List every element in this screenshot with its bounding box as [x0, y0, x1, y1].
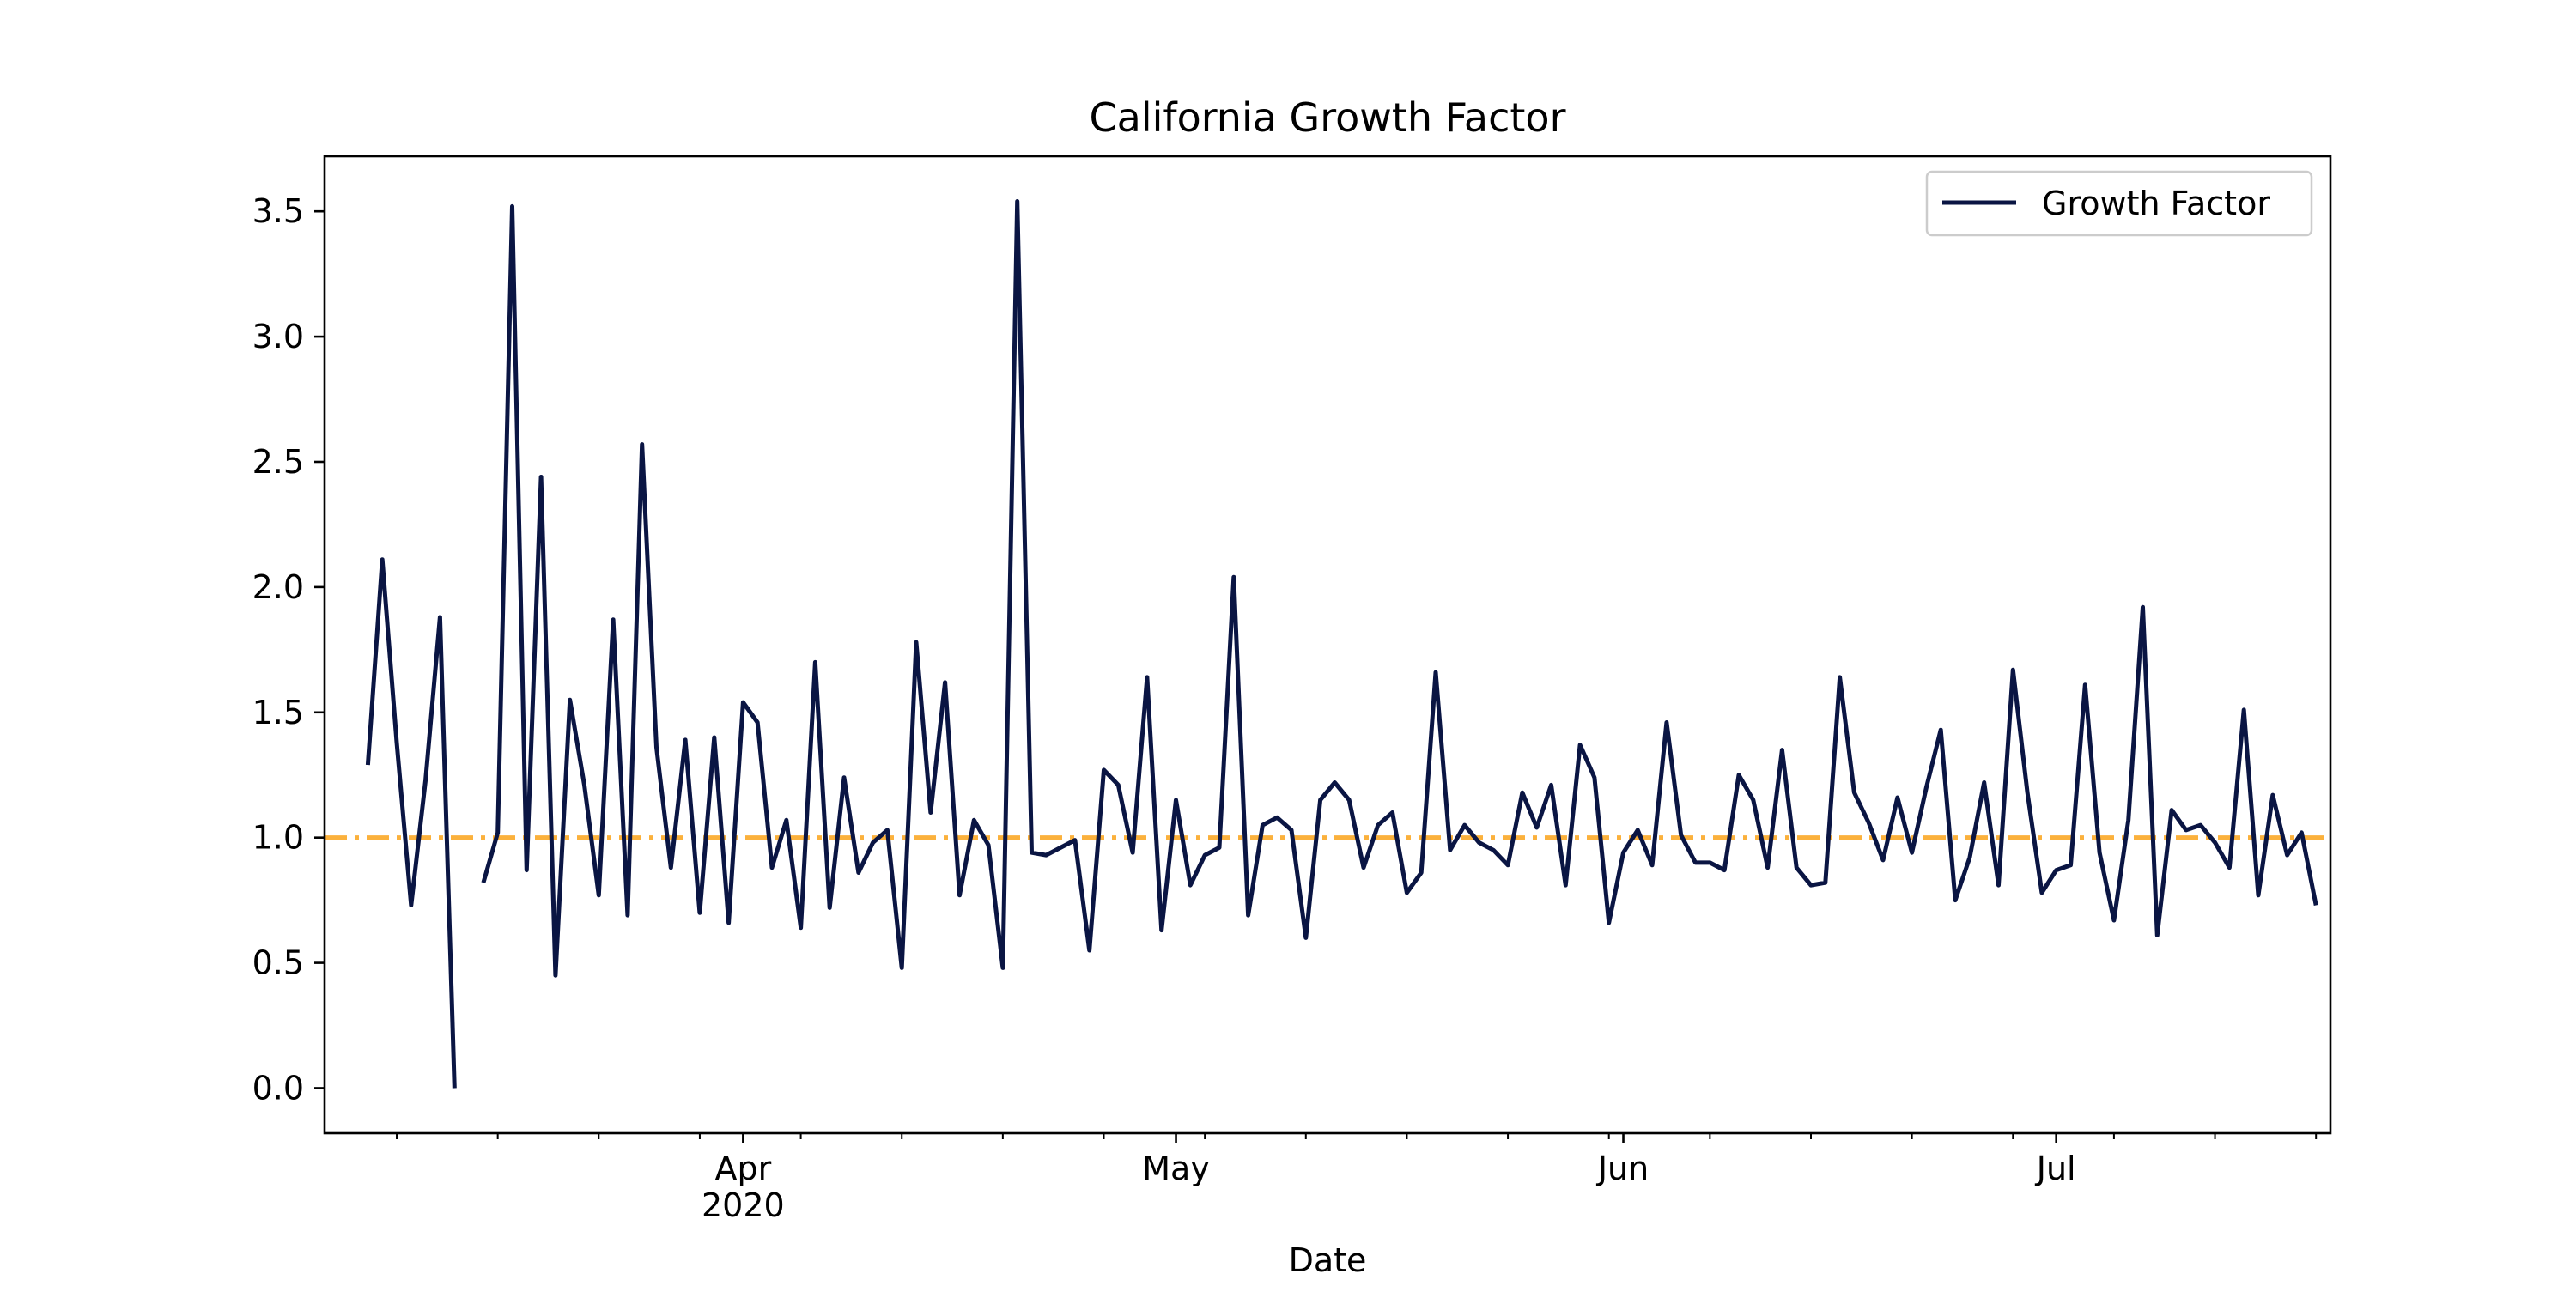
x-tick-label: Jun [1596, 1149, 1649, 1187]
legend: Growth Factor [1925, 170, 2313, 237]
y-tick-label: 3.0 [252, 318, 304, 355]
y-axis: 0.0 0.5 1.0 1.5 2.0 2.5 3.0 3.5 [252, 192, 325, 1107]
y-tick-label: 1.5 [252, 694, 304, 731]
y-tick-label: 2.5 [252, 443, 304, 481]
x-axis-label: Date [1289, 1241, 1367, 1279]
chart-title: California Growth Factor [1090, 94, 1566, 141]
x-tick-label: Apr [714, 1149, 771, 1187]
plot-frame [323, 155, 2332, 1135]
series-group [365, 199, 2318, 1089]
series-line-growth-factor [365, 199, 2318, 1089]
y-tick-label: 0.0 [252, 1069, 304, 1107]
x-tick-label: May [1142, 1149, 1210, 1187]
x-tick-sublabel: 2020 [702, 1186, 785, 1224]
x-tick-label: Jul [2035, 1149, 2076, 1187]
y-tick-label: 2.0 [252, 568, 304, 606]
legend-box [1925, 170, 2313, 237]
y-tick-label: 3.5 [252, 192, 304, 230]
legend-label-growth-factor: Growth Factor [2042, 185, 2270, 222]
y-tick-label: 1.0 [252, 819, 304, 857]
y-tick-label: 0.5 [252, 944, 304, 982]
